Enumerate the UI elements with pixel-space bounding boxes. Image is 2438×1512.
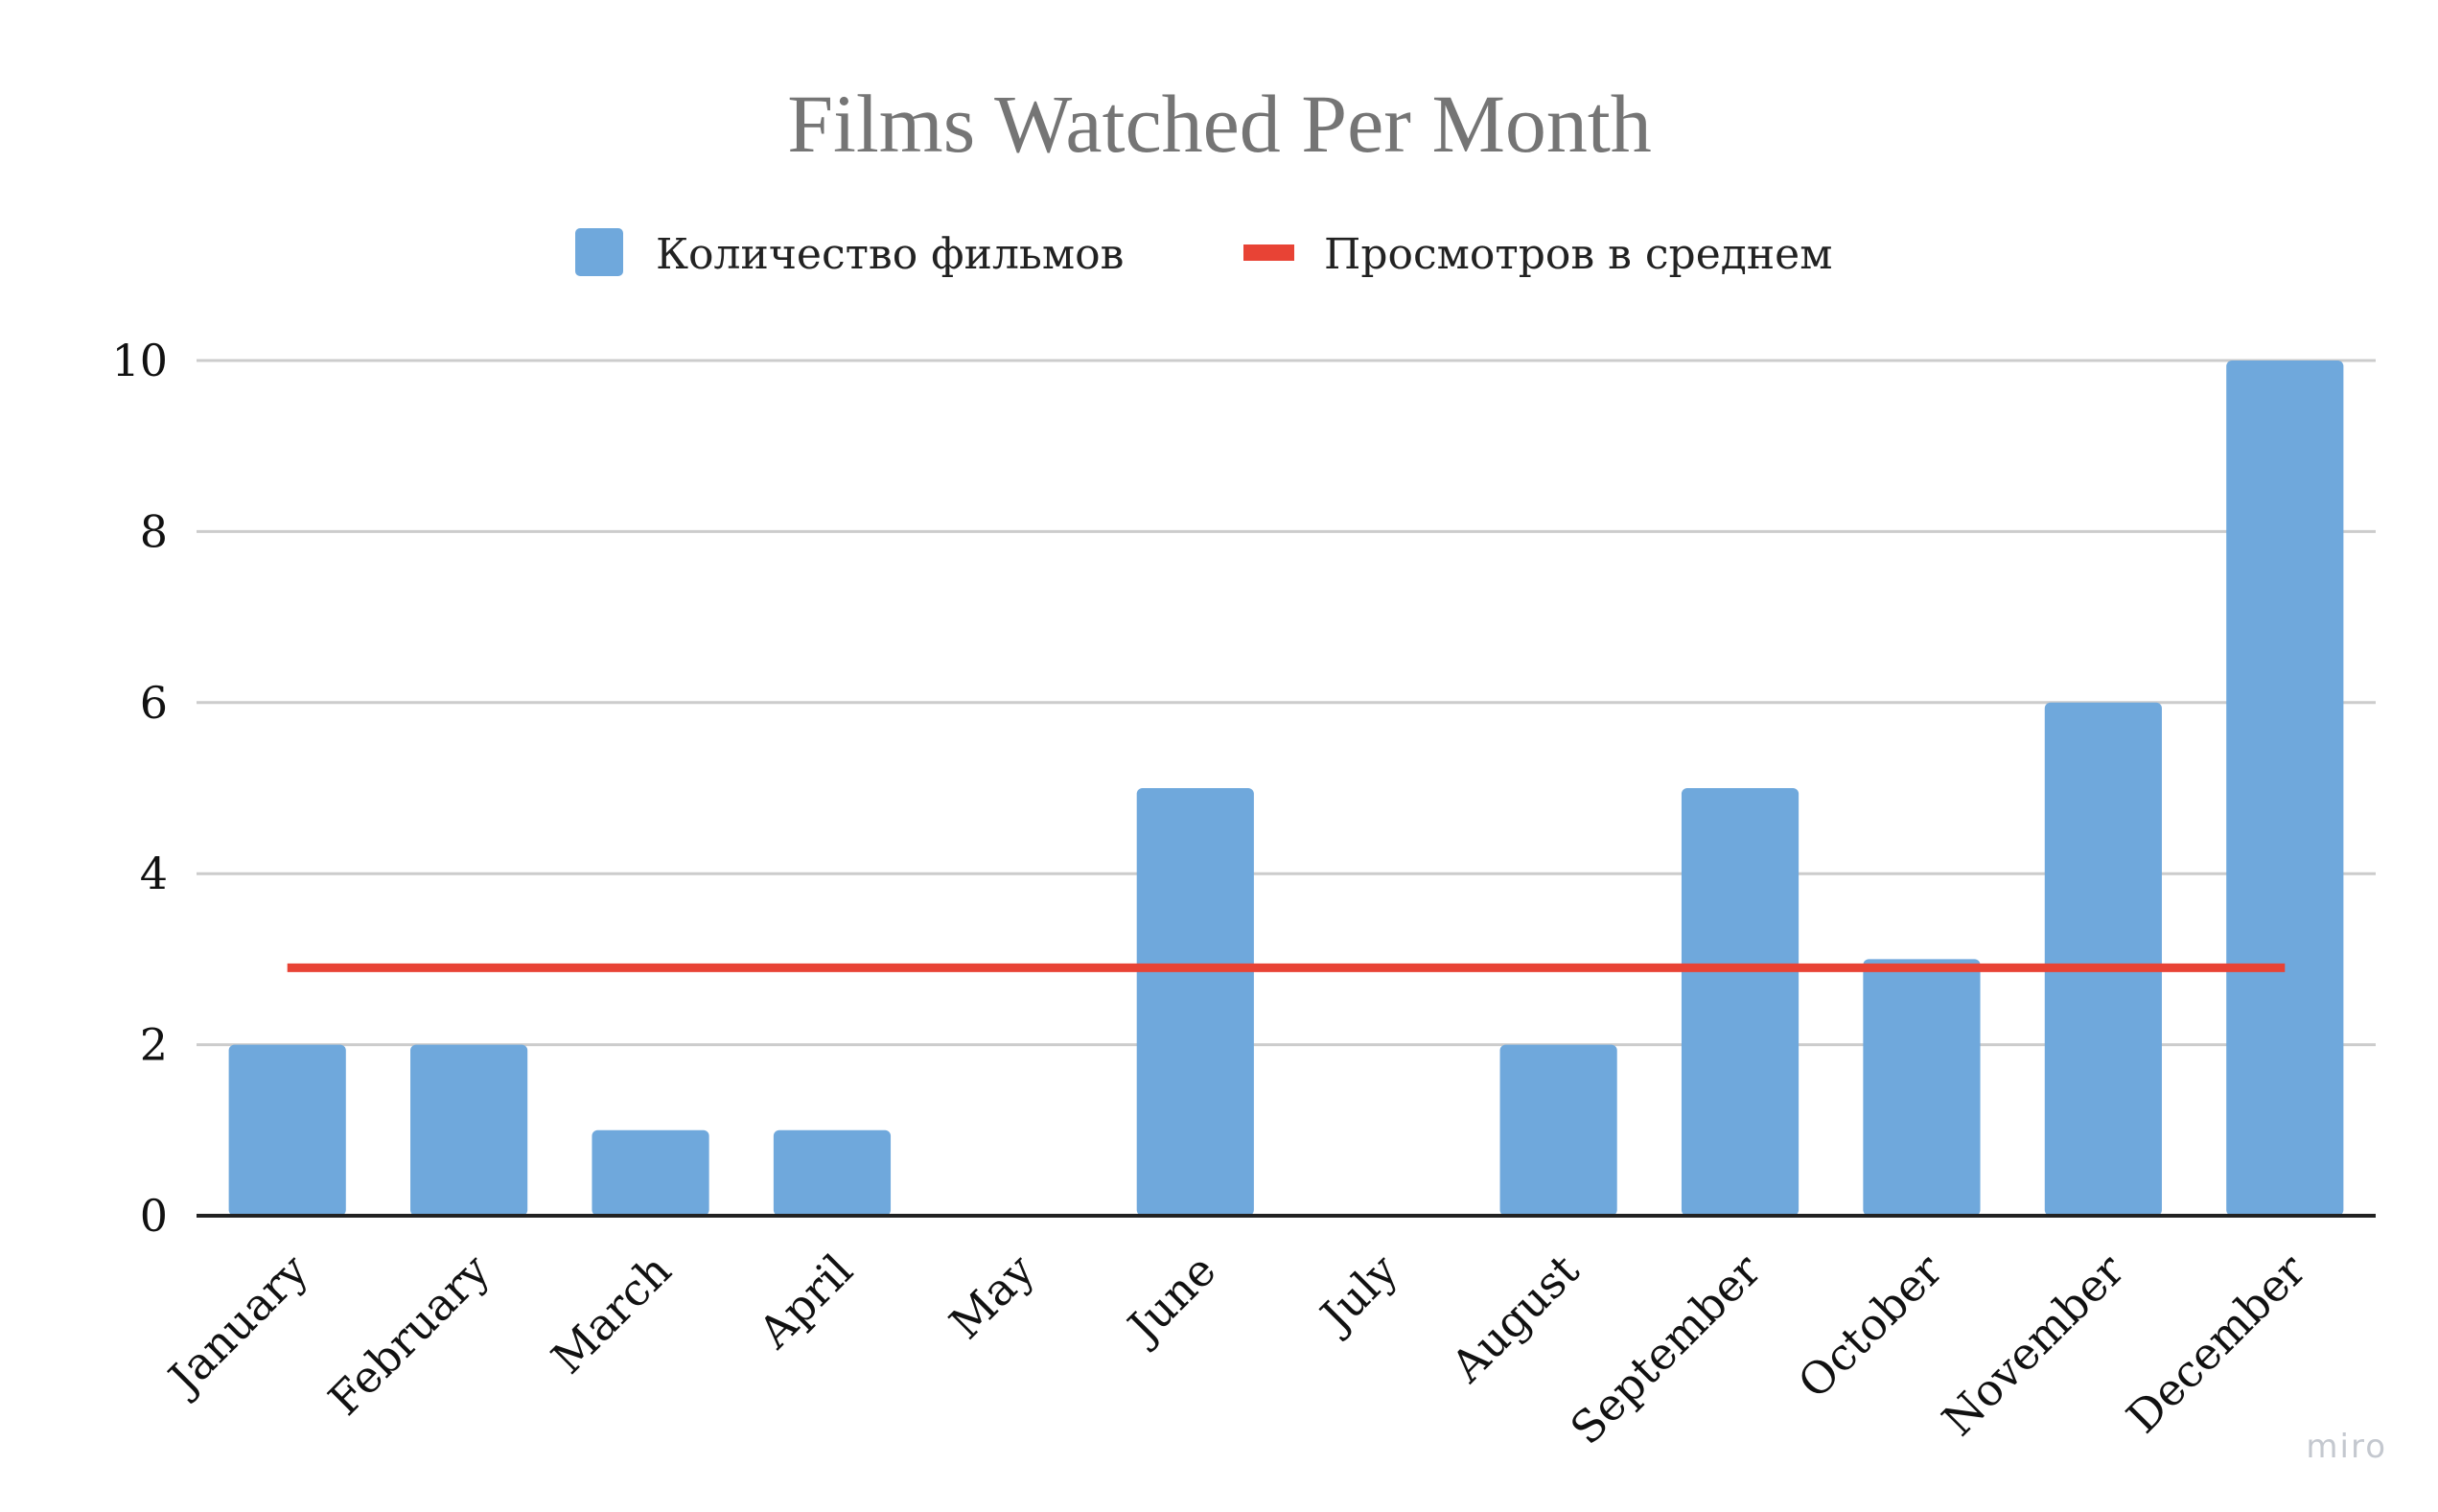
x-tick-label: August (1441, 1244, 1590, 1392)
legend-swatch-line (1243, 244, 1294, 261)
y-tick-label: 4 (140, 848, 168, 899)
x-tick-label: October (1788, 1244, 1952, 1408)
chart-title: Films Watched Per Month (787, 78, 1652, 170)
x-tick-label: June (1115, 1244, 1225, 1355)
x-tick-label: December (2117, 1244, 2315, 1443)
bar-october (1863, 959, 1981, 1216)
x-tick-label: April (748, 1244, 863, 1360)
bars (228, 361, 2344, 1216)
bar-september (1681, 788, 1799, 1216)
x-tick-label: May (940, 1244, 1044, 1349)
legend-swatch-bar (575, 228, 623, 276)
y-tick-label: 10 (111, 335, 168, 386)
bar-january (228, 1044, 346, 1216)
legend-label-bar: Количество фильмов (656, 230, 1124, 279)
bar-november (2044, 702, 2162, 1216)
x-tick-label: November (1932, 1244, 2133, 1446)
legend-label-line: Просмотров в среднем (1324, 230, 1832, 279)
y-tick-label: 2 (140, 1019, 168, 1071)
bar-march (592, 1129, 709, 1216)
x-tick-label: February (318, 1244, 499, 1426)
x-axis-ticks: January February March April May June July Augu… (156, 1244, 2315, 1454)
bar-june (1136, 788, 1254, 1216)
y-axis-ticks: 0 2 4 6 8 10 (111, 335, 168, 1242)
bar-february (410, 1044, 528, 1216)
y-tick-label: 8 (140, 505, 168, 557)
x-tick-label: July (1308, 1244, 1407, 1344)
x-tick-label: March (542, 1244, 682, 1384)
bar-april (773, 1129, 892, 1216)
bar-december (2226, 361, 2344, 1216)
x-tick-label: September (1560, 1244, 1770, 1454)
gridlines (197, 359, 2376, 1047)
y-tick-label: 6 (140, 677, 168, 729)
bar-august (1499, 1044, 1617, 1216)
legend: Количество фильмов Просмотров в среднем (575, 228, 1832, 279)
watermark: miro (2306, 1428, 2387, 1466)
y-tick-label: 0 (140, 1190, 168, 1242)
x-tick-label: January (156, 1244, 318, 1407)
